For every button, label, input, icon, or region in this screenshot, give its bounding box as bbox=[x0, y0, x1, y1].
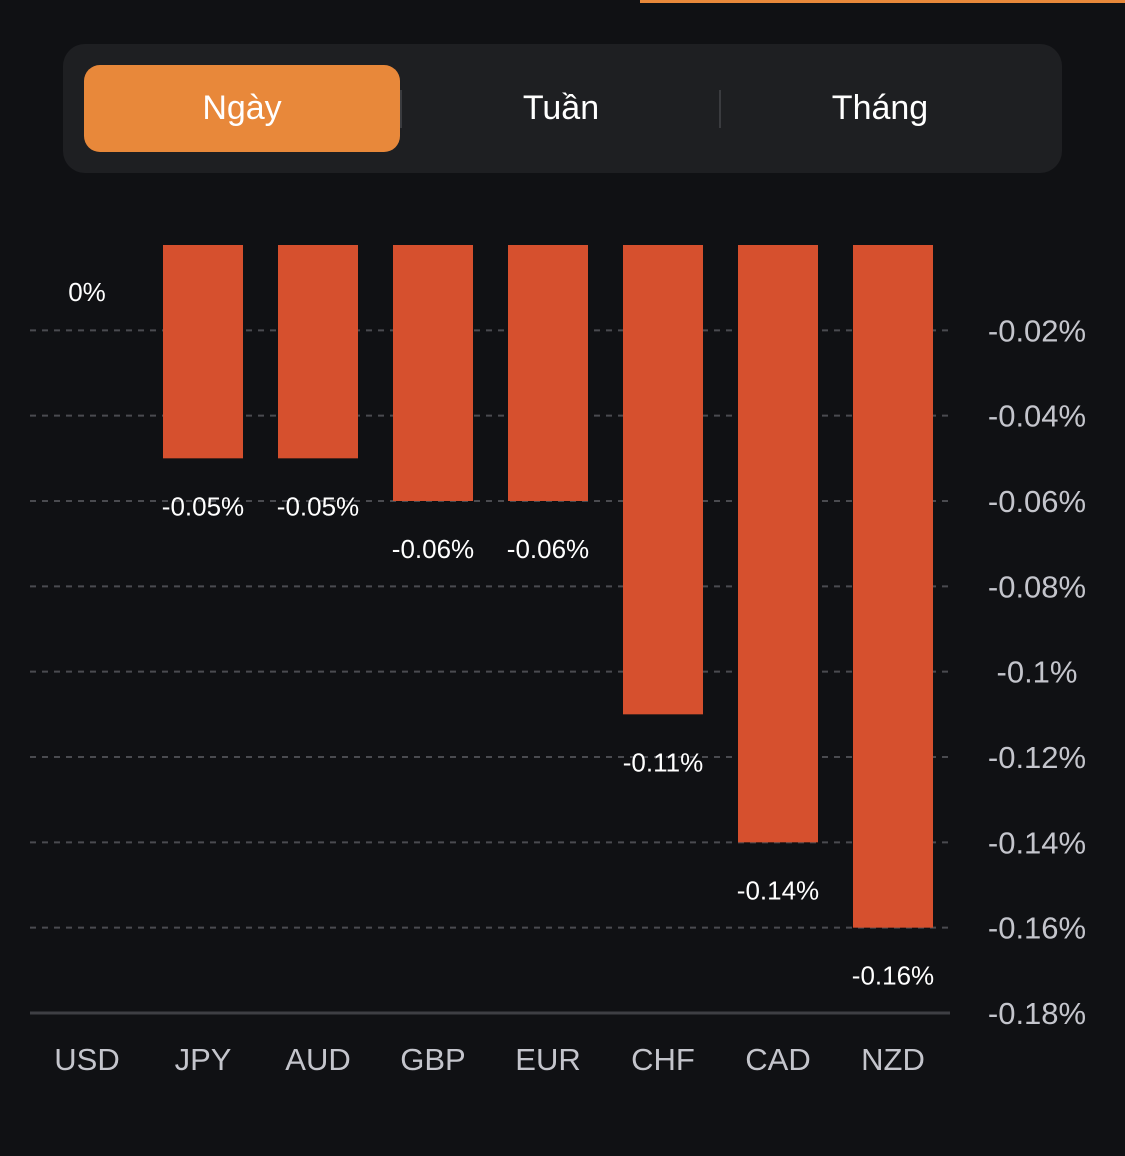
bar-cad[interactable] bbox=[738, 245, 818, 843]
data-label: 0% bbox=[68, 277, 106, 307]
data-labels: 0% -0.05% -0.05% -0.06% -0.06% -0.11% -0.14% -0… bbox=[68, 277, 934, 991]
y-tick-label: -0.02% bbox=[988, 313, 1086, 348]
y-tick-label: -0.16% bbox=[988, 911, 1086, 946]
x-axis: USD JPY AUD GBP EUR CHF CAD NZD bbox=[54, 1042, 925, 1077]
data-label: -0.16% bbox=[852, 961, 934, 991]
data-label: -0.05% bbox=[162, 491, 244, 521]
bar-jpy[interactable] bbox=[163, 245, 243, 459]
x-tick-label: JPY bbox=[175, 1042, 232, 1077]
x-tick-label: AUD bbox=[285, 1042, 350, 1077]
tab-week[interactable]: Tuần bbox=[522, 89, 600, 127]
bar-gbp[interactable] bbox=[393, 245, 473, 501]
x-tick-label: CAD bbox=[745, 1042, 810, 1077]
segment-divider bbox=[719, 90, 721, 128]
x-tick-label: CHF bbox=[631, 1042, 695, 1077]
gridlines bbox=[30, 329, 950, 1015]
data-label: -0.06% bbox=[392, 534, 474, 564]
x-tick-label: GBP bbox=[400, 1042, 465, 1077]
tab-month[interactable]: Tháng bbox=[831, 89, 929, 127]
tab-day[interactable]: Ngày bbox=[84, 65, 400, 152]
active-tab-indicator bbox=[640, 0, 1125, 3]
y-tick-label: -0.04% bbox=[988, 399, 1086, 434]
data-label: -0.06% bbox=[507, 534, 589, 564]
y-tick-label: -0.14% bbox=[988, 825, 1086, 860]
data-label: -0.05% bbox=[277, 491, 359, 521]
bar-nzd[interactable] bbox=[853, 245, 933, 928]
y-tick-label: -0.12% bbox=[988, 740, 1086, 775]
y-tick-label: -0.1% bbox=[997, 655, 1078, 690]
y-tick-label: -0.06% bbox=[988, 484, 1086, 519]
segment-divider bbox=[400, 90, 402, 128]
bars bbox=[163, 245, 933, 928]
period-segmented-control: Ngày Tuần Tháng bbox=[63, 44, 1062, 173]
x-tick-label: NZD bbox=[861, 1042, 925, 1077]
y-tick-label: -0.18% bbox=[988, 996, 1086, 1031]
bar-eur[interactable] bbox=[508, 245, 588, 501]
y-axis: -0.02% -0.04% -0.06% -0.08% -0.1% -0.12% -0.14… bbox=[988, 313, 1086, 1031]
bar-chf[interactable] bbox=[623, 245, 703, 715]
bar-aud[interactable] bbox=[278, 245, 358, 459]
x-tick-label: EUR bbox=[515, 1042, 580, 1077]
y-tick-label: -0.08% bbox=[988, 569, 1086, 604]
data-label: -0.11% bbox=[623, 747, 703, 777]
x-tick-label: USD bbox=[54, 1042, 119, 1077]
data-label: -0.14% bbox=[737, 875, 819, 905]
